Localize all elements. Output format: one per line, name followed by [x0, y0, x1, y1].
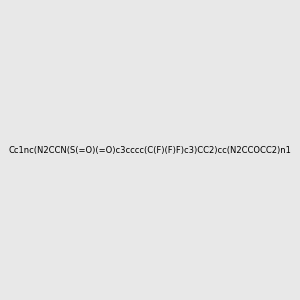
- Text: Cc1nc(N2CCN(S(=O)(=O)c3cccc(C(F)(F)F)c3)CC2)cc(N2CCOCC2)n1: Cc1nc(N2CCN(S(=O)(=O)c3cccc(C(F)(F)F)c3)…: [9, 146, 291, 154]
